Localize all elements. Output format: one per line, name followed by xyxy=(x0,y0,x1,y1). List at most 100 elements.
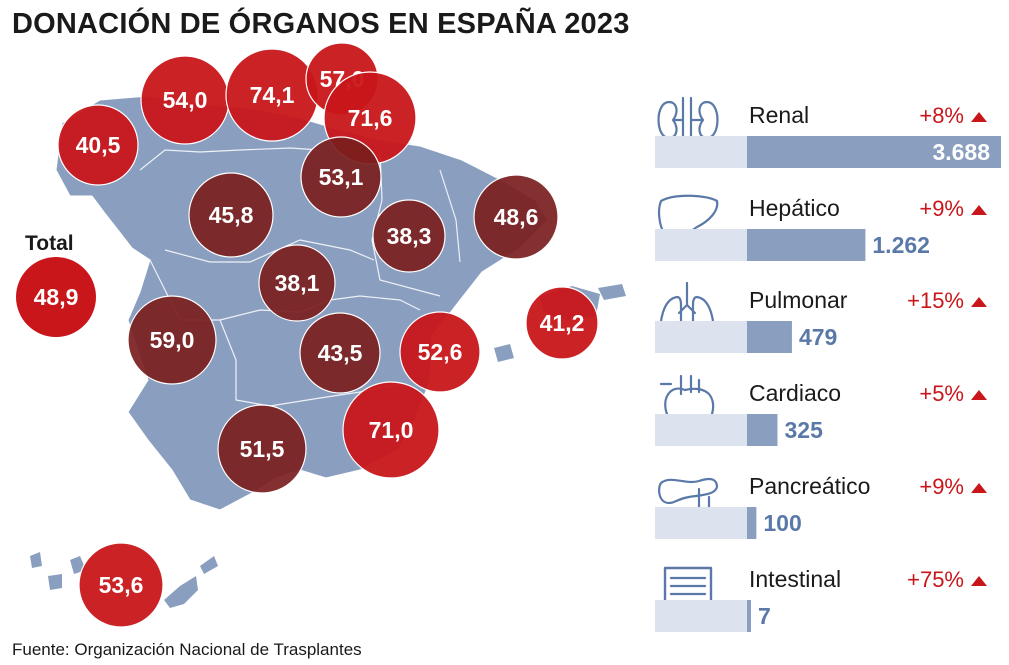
bubble-circle xyxy=(342,381,440,479)
increase-arrow-icon xyxy=(971,297,987,307)
bubble-value-label: 71,6 xyxy=(348,105,393,131)
bar xyxy=(747,507,757,539)
bubble-cantabria: 74,1 xyxy=(225,48,319,142)
bubble-value-label: 53,1 xyxy=(319,164,364,190)
change-label: +5% xyxy=(919,381,964,406)
organ-row: Pancreático +9% 100 xyxy=(655,473,987,539)
bubble-circle xyxy=(300,136,382,218)
bubble-value-label: 59,0 xyxy=(150,327,195,353)
page-title: DONACIÓN DE ÓRGANOS EN ESPAÑA 2023 xyxy=(12,8,630,40)
bubble-circle xyxy=(299,312,381,394)
bar-value-label: 325 xyxy=(784,417,823,443)
bubble-value-label: 54,0 xyxy=(163,87,208,113)
bubble-asturias: 54,0 xyxy=(140,55,230,145)
bubble-extremadura: 59,0 xyxy=(127,295,217,385)
bubble-value-label: 51,5 xyxy=(240,436,285,462)
bar-track xyxy=(655,600,750,632)
bubble-value-label: 38,1 xyxy=(275,270,320,296)
increase-arrow-icon xyxy=(971,112,987,122)
total-label: Total xyxy=(25,232,74,255)
bubble-circle xyxy=(57,104,139,186)
spain-map: 40,5 54,0 74,1 45,8 38,3 48,6 38,1 59,0 43,5 52,6… xyxy=(16,42,626,628)
bubble-canarias: 53,6 xyxy=(78,542,164,628)
bubble-circle xyxy=(372,199,446,273)
canarias-shape-5 xyxy=(200,556,218,574)
bubble-comunidad-valenciana: 52,6 xyxy=(399,311,481,393)
bubble-cataluna: 48,6 xyxy=(473,174,559,260)
organ-name-label: Pulmonar xyxy=(749,287,848,313)
organ-row: Renal +8% 3.688 xyxy=(655,96,1001,168)
change-label: +15% xyxy=(907,288,964,313)
increase-arrow-icon xyxy=(971,390,987,400)
bubble-value-label: 45,8 xyxy=(209,202,254,228)
organ-name-label: Cardiaco xyxy=(749,380,841,406)
organ-name-label: Hepático xyxy=(749,195,840,221)
organ-name-label: Intestinal xyxy=(749,566,841,592)
bubble-circle xyxy=(188,172,274,258)
bar-value-label: 100 xyxy=(763,510,801,536)
organ-row: Pulmonar +15% 479 xyxy=(655,281,987,353)
organ-name-label: Pancreático xyxy=(749,473,870,499)
increase-arrow-icon xyxy=(971,483,987,493)
organ-row: Intestinal +75% 7 xyxy=(655,566,987,632)
canarias-shape-2 xyxy=(48,574,62,590)
bubble-andalucia: 51,5 xyxy=(217,404,307,494)
organ-row: Hepático +9% 1.262 xyxy=(655,194,987,261)
bubble-circle xyxy=(258,244,336,322)
bar xyxy=(747,229,866,261)
bubble-circle xyxy=(525,286,599,360)
bubble-value-label: 52,6 xyxy=(418,339,463,365)
bubble-circle xyxy=(127,295,217,385)
organ-name-label: Renal xyxy=(749,102,809,128)
increase-arrow-icon xyxy=(971,576,987,586)
bubble-value-label: 41,2 xyxy=(540,310,585,336)
bar xyxy=(747,600,751,632)
ibiza-shape xyxy=(494,344,514,362)
bar-track xyxy=(655,507,750,539)
bar-track xyxy=(655,321,750,353)
bubble-aragon: 38,3 xyxy=(372,199,446,273)
bubble-value-label: 38,3 xyxy=(387,223,432,249)
bubble-circle xyxy=(473,174,559,260)
change-label: +9% xyxy=(919,196,964,221)
canarias-shape-4 xyxy=(164,576,198,608)
bubble-total: Total 48,9 xyxy=(16,232,96,337)
bubble-value-label: 53,6 xyxy=(99,572,144,598)
organ-row: Cardiaco +5% 325 xyxy=(655,374,987,446)
bar-track xyxy=(655,229,750,261)
source-note: Fuente: Organización Nacional de Traspla… xyxy=(12,640,362,659)
increase-arrow-icon xyxy=(971,205,987,215)
bubble-value-label: 74,1 xyxy=(250,82,295,108)
bar xyxy=(747,136,1001,168)
bar-track xyxy=(655,136,750,168)
total-value-label: 48,9 xyxy=(34,284,79,310)
bubble-castilla-la-mancha: 43,5 xyxy=(299,312,381,394)
bar-value-label: 3.688 xyxy=(932,139,990,165)
canarias-shape-1 xyxy=(30,552,42,568)
change-label: +75% xyxy=(907,567,964,592)
change-label: +8% xyxy=(919,103,964,128)
bar xyxy=(747,414,778,446)
bar-track xyxy=(655,414,750,446)
bubble-galicia: 40,5 xyxy=(57,104,139,186)
bubble-circle xyxy=(217,404,307,494)
bar xyxy=(747,321,792,353)
change-label: +9% xyxy=(919,474,964,499)
bubble-la-rioja: 53,1 xyxy=(300,136,382,218)
bubble-value-label: 71,0 xyxy=(369,417,414,443)
bubble-murcia: 71,0 xyxy=(342,381,440,479)
total-bubble-circle xyxy=(16,257,96,337)
bubble-value-label: 40,5 xyxy=(76,132,121,158)
bar-value-label: 1.262 xyxy=(872,232,930,258)
bubble-circle xyxy=(399,311,481,393)
bubble-circle xyxy=(78,542,164,628)
bar-value-label: 7 xyxy=(758,603,771,629)
kidney-icon xyxy=(657,96,719,152)
bubble-value-label: 43,5 xyxy=(318,340,363,366)
bubble-castilla-y-leon: 45,8 xyxy=(188,172,274,258)
bubble-madrid: 38,1 xyxy=(258,244,336,322)
menorca-shape xyxy=(598,284,626,300)
bubble-value-label: 48,6 xyxy=(494,204,539,230)
bar-value-label: 479 xyxy=(799,324,837,350)
